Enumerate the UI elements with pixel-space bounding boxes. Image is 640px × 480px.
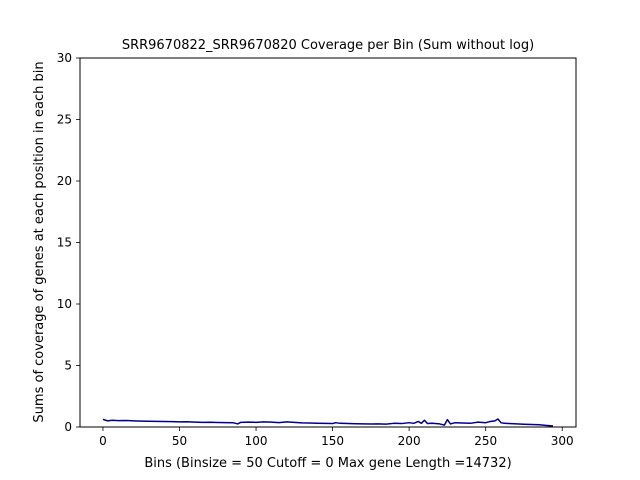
- plot-area: [80, 58, 576, 427]
- x-tick-label: 200: [398, 434, 421, 448]
- y-tick-label: 10: [57, 297, 72, 311]
- x-tick-label: 300: [551, 434, 574, 448]
- x-tick-label: 0: [99, 434, 107, 448]
- series-layer: [102, 418, 554, 427]
- x-tick-label: 150: [321, 434, 344, 448]
- x-axis-label: Bins (Binsize = 50 Cutoff = 0 Max gene L…: [144, 456, 511, 471]
- y-axis: 0 5 10 15 20 25 30: [57, 51, 80, 434]
- y-tick-label: 30: [57, 51, 72, 65]
- x-tick-label: 100: [245, 434, 268, 448]
- chart-title: SRR9670822_SRR9670820 Coverage per Bin (…: [122, 38, 534, 53]
- y-tick-label: 20: [57, 174, 72, 188]
- x-tick-label: 250: [474, 434, 497, 448]
- y-tick-label: 5: [64, 359, 72, 373]
- x-tick-label: 50: [172, 434, 187, 448]
- y-axis-label: Sums of coverage of genes at each positi…: [32, 61, 47, 422]
- y-tick-label: 0: [64, 420, 72, 434]
- coverage-series-line: [102, 418, 554, 427]
- y-tick-label: 15: [57, 236, 72, 250]
- y-tick-label: 25: [57, 113, 72, 127]
- x-axis: 0 50 100 150 200 250 300: [99, 427, 574, 448]
